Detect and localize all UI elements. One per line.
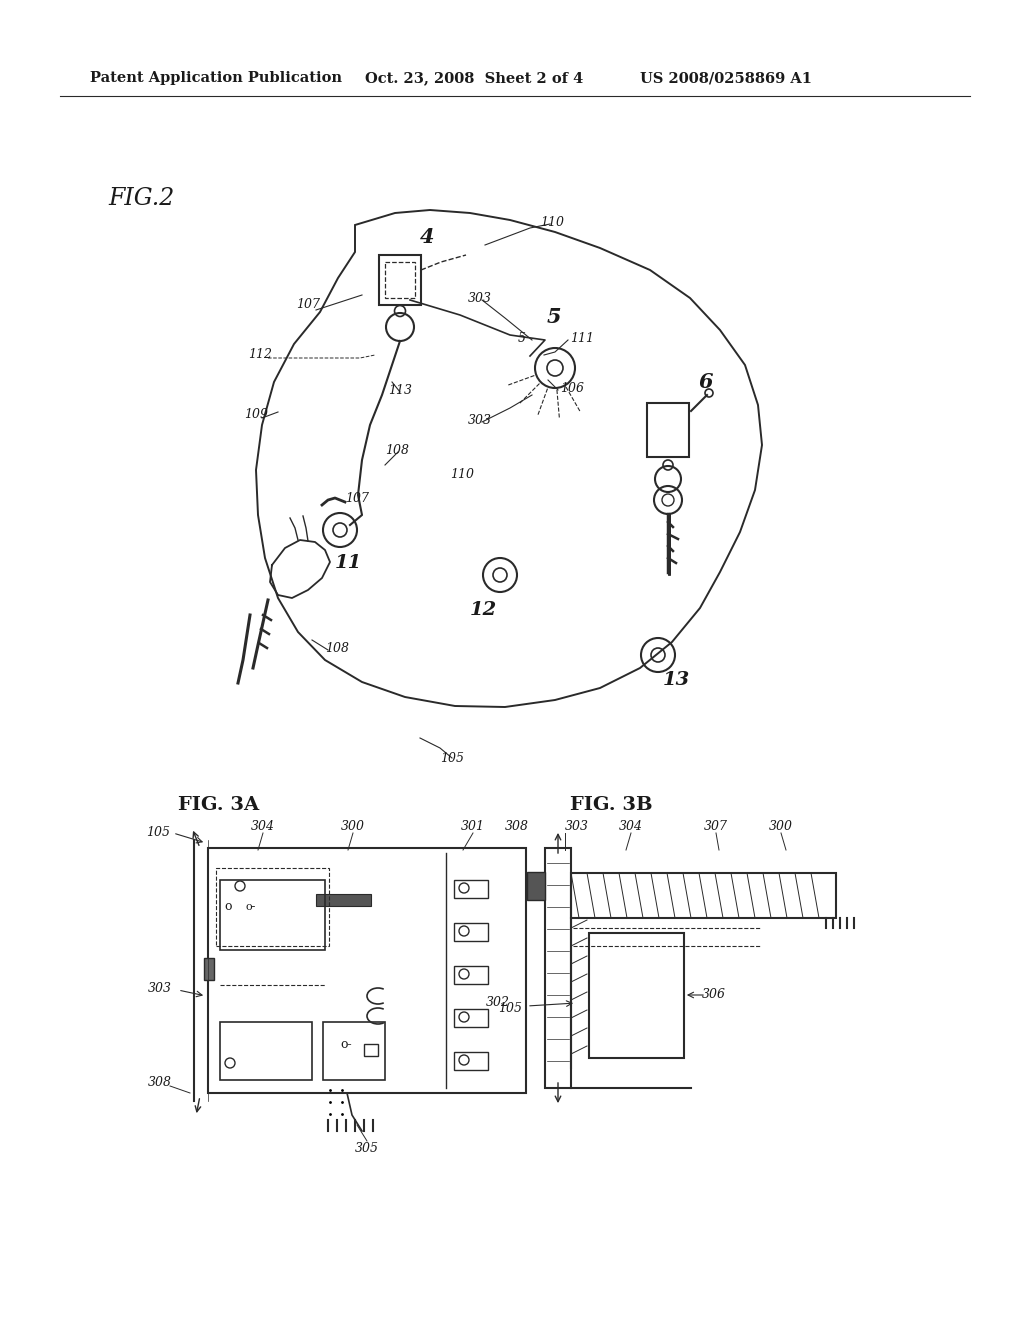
Text: 108: 108 <box>385 444 409 457</box>
Text: FIG.2: FIG.2 <box>108 187 174 210</box>
Text: 306: 306 <box>702 989 726 1002</box>
Bar <box>527 873 545 900</box>
Text: o-: o- <box>246 902 256 912</box>
Text: 111: 111 <box>570 331 594 345</box>
Text: 303: 303 <box>148 982 172 994</box>
Text: 112: 112 <box>248 348 272 362</box>
Bar <box>454 1008 488 1027</box>
Text: 12: 12 <box>470 601 498 619</box>
Text: 107: 107 <box>345 491 369 504</box>
Text: 105: 105 <box>498 1002 522 1015</box>
Text: 302: 302 <box>486 997 510 1010</box>
Bar <box>220 880 325 950</box>
Bar <box>454 923 488 941</box>
Bar <box>208 847 526 1093</box>
Text: FIG. 3A: FIG. 3A <box>178 796 259 814</box>
Text: 113: 113 <box>388 384 412 396</box>
Text: 300: 300 <box>341 820 365 833</box>
Bar <box>454 966 488 983</box>
Text: 13: 13 <box>663 671 690 689</box>
Text: 110: 110 <box>540 215 564 228</box>
Bar <box>204 958 214 979</box>
Text: 105: 105 <box>146 826 170 840</box>
Text: 308: 308 <box>505 820 529 833</box>
Text: o: o <box>224 900 231 913</box>
Bar <box>220 1022 312 1080</box>
Text: 4: 4 <box>420 227 434 247</box>
Text: o-: o- <box>340 1038 351 1051</box>
Text: 303: 303 <box>565 820 589 833</box>
Text: 304: 304 <box>251 820 275 833</box>
Text: 107: 107 <box>296 298 319 312</box>
Bar <box>316 894 371 906</box>
Text: Patent Application Publication: Patent Application Publication <box>90 71 342 84</box>
Text: 5: 5 <box>547 308 561 327</box>
Text: 305: 305 <box>355 1142 379 1155</box>
Text: 301: 301 <box>461 820 485 833</box>
Text: 304: 304 <box>618 820 643 833</box>
Text: 300: 300 <box>769 820 793 833</box>
Text: 303: 303 <box>468 413 492 426</box>
Bar <box>364 1044 378 1056</box>
Text: 106: 106 <box>560 381 584 395</box>
Text: 303: 303 <box>468 292 492 305</box>
Text: 109: 109 <box>244 408 268 421</box>
Bar <box>323 1022 385 1080</box>
Bar <box>589 933 684 1059</box>
Text: 105: 105 <box>440 751 464 764</box>
Text: 6: 6 <box>698 372 713 392</box>
Text: 307: 307 <box>705 820 728 833</box>
Text: 108: 108 <box>325 642 349 655</box>
Text: FIG. 3B: FIG. 3B <box>570 796 652 814</box>
Bar <box>454 1052 488 1071</box>
Bar <box>454 880 488 898</box>
Text: US 2008/0258869 A1: US 2008/0258869 A1 <box>640 71 812 84</box>
Text: Oct. 23, 2008  Sheet 2 of 4: Oct. 23, 2008 Sheet 2 of 4 <box>365 71 584 84</box>
Bar <box>571 873 836 917</box>
Text: 5: 5 <box>518 331 526 345</box>
Bar <box>545 847 571 1088</box>
Bar <box>216 869 329 946</box>
Text: 11: 11 <box>335 554 362 572</box>
Text: 110: 110 <box>450 469 474 482</box>
Text: 308: 308 <box>148 1077 172 1089</box>
